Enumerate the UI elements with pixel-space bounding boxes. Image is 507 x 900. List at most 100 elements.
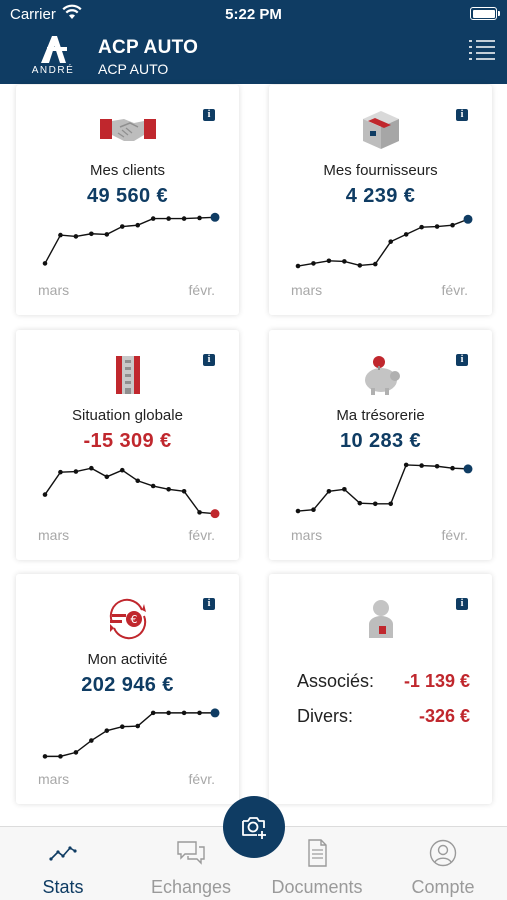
- camera-scan-button[interactable]: [223, 796, 285, 858]
- sparkline-point: [135, 222, 141, 228]
- sparkline-point: [135, 723, 141, 729]
- box-icon: [362, 111, 399, 149]
- sparkline-point: [150, 710, 156, 716]
- sparkline-point: [150, 216, 156, 221]
- info-icon[interactable]: i: [203, 109, 215, 121]
- period-end-label: févr.: [188, 282, 215, 298]
- info-icon[interactable]: i: [203, 598, 215, 610]
- sparkline-point: [166, 487, 171, 492]
- tab-label: Stats: [42, 877, 84, 897]
- sparkline-current-point: [210, 212, 220, 222]
- sparkline-point: [372, 501, 378, 507]
- sparkline-point: [197, 215, 202, 221]
- sparkline-point: [58, 469, 63, 475]
- status-bar: Carrier 5:22 PM: [0, 0, 507, 30]
- info-icon[interactable]: i: [456, 354, 468, 366]
- card-value: -15 309 €: [83, 430, 172, 452]
- card-mes-clients[interactable]: i Mes clients 49 560 € mars févr.: [16, 85, 239, 315]
- svg-text:€: €: [130, 613, 137, 626]
- sparkline-point: [166, 216, 171, 221]
- sparkline-path: [297, 464, 469, 512]
- sparkline-point: [372, 261, 378, 267]
- document-icon: [308, 839, 327, 867]
- period-end-label: févr.: [188, 527, 215, 543]
- sparkline-point: [342, 259, 347, 264]
- sparkline-point: [326, 258, 332, 264]
- tab-documents[interactable]: Documents: [254, 827, 380, 900]
- sparkline-point: [58, 232, 63, 238]
- company-subtitle: ACP AUTO: [98, 61, 169, 77]
- battery-icon: [470, 7, 500, 20]
- card-associes-divers[interactable]: i Associés: -1 139 € Divers: -326 €: [269, 574, 492, 804]
- sparkline-path: [297, 218, 469, 267]
- sparkline-point: [181, 216, 187, 221]
- sparkline-point: [357, 263, 363, 268]
- sparkline-point: [311, 261, 316, 266]
- sparkline-point: [42, 754, 48, 759]
- sparkline-point: [58, 754, 63, 759]
- person-icon: [368, 600, 393, 638]
- app-header: Carrier 5:22 PM ANDRÉ ACP AUTO ACP AUTO: [0, 0, 507, 84]
- tab-stats[interactable]: Stats: [0, 827, 126, 900]
- divers-value: -326 €: [418, 706, 470, 726]
- menu-list-icon[interactable]: [468, 39, 496, 61]
- tab-echanges[interactable]: Echanges: [128, 827, 254, 900]
- logo-a-mark: [41, 36, 67, 63]
- sparkline-point: [403, 462, 409, 468]
- tab-label: Documents: [271, 877, 363, 897]
- info-icon[interactable]: i: [456, 109, 468, 121]
- info-icon[interactable]: i: [456, 598, 468, 610]
- sparkline-point: [403, 232, 409, 237]
- sparkline-point: [119, 224, 125, 229]
- sparkline-point: [450, 465, 455, 471]
- sparkline-point: [295, 263, 301, 269]
- sparkline-point: [135, 478, 141, 484]
- sparkline: [295, 214, 473, 269]
- card-mon-activite[interactable]: i € Mon activité 202 946 € mars févr.: [16, 574, 239, 804]
- sparkline-point: [73, 234, 79, 239]
- sparkline-point: [89, 738, 94, 743]
- period-start-label: mars: [291, 282, 323, 298]
- sparkline-point: [150, 483, 156, 489]
- sparkline-point: [311, 507, 316, 513]
- sparkline-point: [181, 710, 187, 716]
- sparkline-point: [295, 508, 301, 514]
- sparkline: [42, 465, 220, 519]
- card-mes-fournisseurs[interactable]: i Mes fournisseurs 4 239 € mars févr.: [269, 85, 492, 315]
- tab-label: Echanges: [150, 877, 232, 897]
- card-title: Mes fournisseurs: [323, 162, 438, 179]
- info-icon[interactable]: i: [203, 354, 215, 366]
- card-value: 10 283 €: [339, 430, 422, 452]
- sparkline-point: [419, 463, 424, 468]
- sparkline-point: [119, 467, 125, 473]
- sparkline-point: [104, 474, 110, 480]
- sparkline-point: [119, 724, 125, 730]
- handshake-icon: [99, 119, 156, 141]
- sparkline: [42, 708, 220, 759]
- sparkline-point: [197, 710, 202, 716]
- sparkline-current-point: [210, 509, 220, 519]
- logo-text: ANDRÉ: [31, 65, 75, 76]
- chart-line-icon: [49, 846, 77, 861]
- tab-compte[interactable]: Compte: [380, 827, 506, 900]
- piggy-bank-icon: [364, 356, 400, 395]
- period-start-label: mars: [291, 527, 323, 543]
- card-situation-globale[interactable]: i Situation globale -15 309 € mars févr.: [16, 330, 239, 560]
- wifi-icon: [62, 4, 82, 19]
- sparkline-point: [197, 510, 202, 515]
- card-title: Situation globale: [72, 407, 183, 424]
- sparkline-path: [44, 467, 216, 515]
- period-start-label: mars: [38, 771, 70, 787]
- sparkline-point: [450, 222, 455, 228]
- card-value: 202 946 €: [81, 674, 174, 696]
- sparkline-point: [42, 261, 48, 266]
- chat-bubbles-icon: [177, 841, 205, 865]
- card-ma-tresorerie[interactable]: i Ma trésorerie 10 283 € mars févr.: [269, 330, 492, 560]
- sparkline-path: [45, 712, 215, 758]
- user-circle-icon: [429, 839, 457, 867]
- andre-logo: ANDRÉ: [30, 34, 76, 78]
- associes-value: -1 139 €: [403, 671, 470, 691]
- period-start-label: mars: [38, 527, 70, 543]
- sparkline-point: [434, 224, 440, 229]
- sparkline: [295, 462, 473, 514]
